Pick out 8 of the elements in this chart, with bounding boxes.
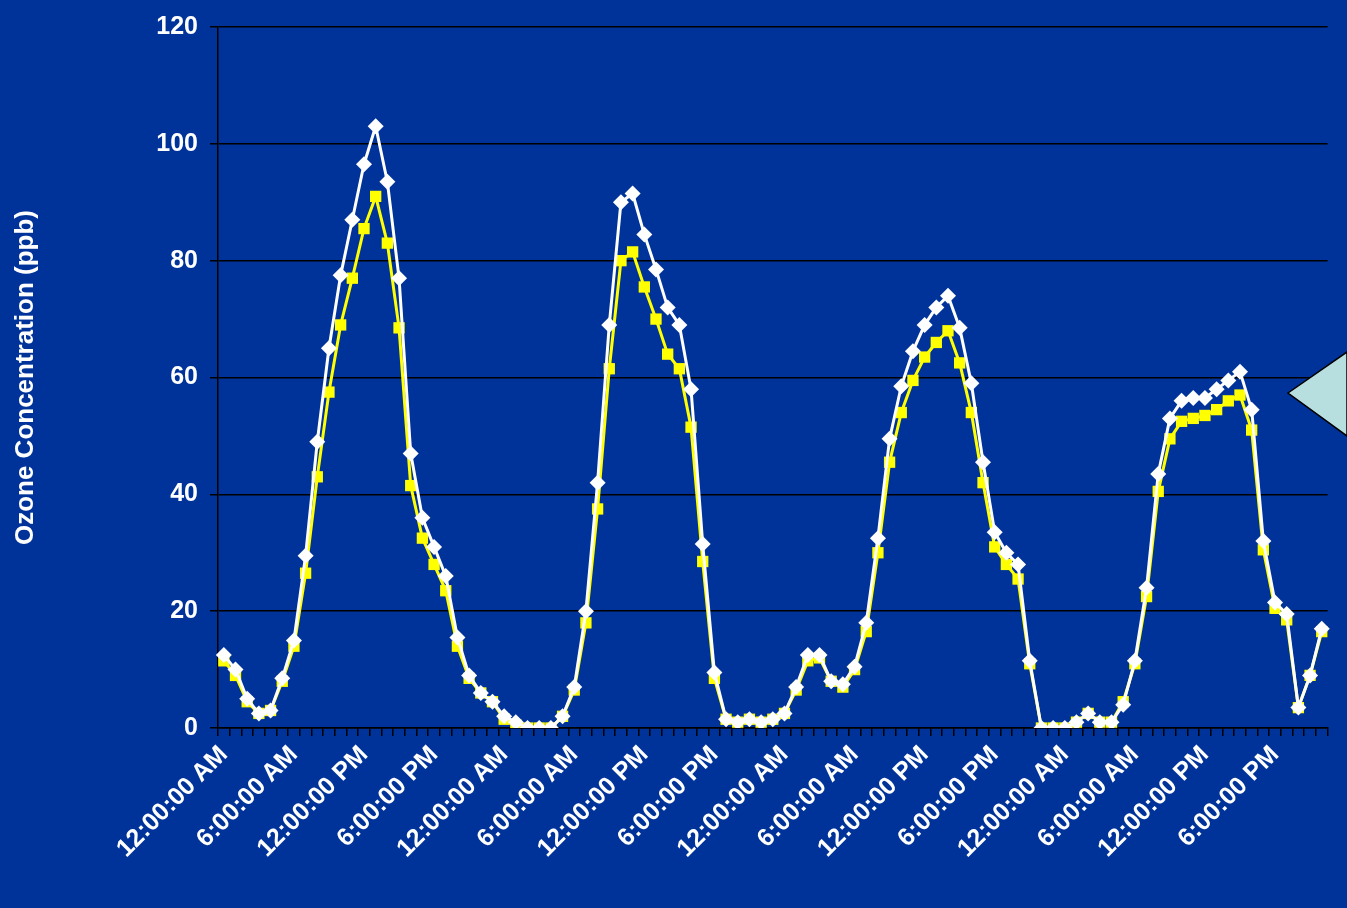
y-tick-label: 120: [156, 10, 198, 39]
y-tick-label: 60: [170, 361, 198, 390]
y-tick-label: 20: [170, 595, 198, 624]
y-axis-title: Ozone Concentration (ppb): [8, 209, 39, 546]
y-tick-label: 0: [184, 711, 198, 740]
y-tick-label: 40: [170, 478, 198, 507]
y-tick-label: 80: [170, 244, 198, 273]
y-tick-label: 100: [156, 127, 198, 156]
